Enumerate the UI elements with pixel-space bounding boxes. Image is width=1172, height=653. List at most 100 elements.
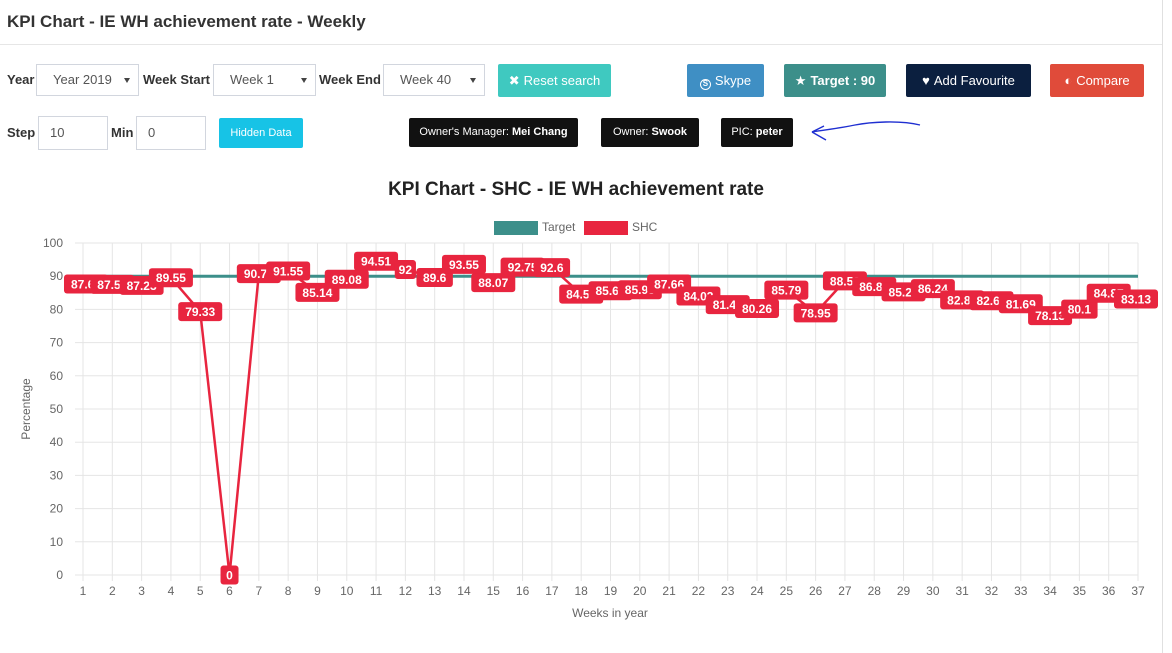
y-tick-label: 20 <box>50 502 64 516</box>
star-icon: ★ <box>794 73 807 88</box>
data-label-box <box>735 299 780 319</box>
x-tick-label: 31 <box>955 584 969 598</box>
x-tick-label: 16 <box>516 584 530 598</box>
target-button[interactable]: ★ Target : 90 <box>784 64 886 97</box>
data-label: 78.13 <box>1035 309 1065 323</box>
x-tick-label: 3 <box>138 584 145 598</box>
data-label-box <box>354 251 399 271</box>
skype-button[interactable]: S Skype <box>687 64 764 97</box>
x-tick-label: 13 <box>428 584 442 598</box>
y-tick-label: 40 <box>50 435 64 449</box>
pic-tag: PIC: peter <box>721 118 793 147</box>
page-header: KPI Chart - IE WH achievement rate - Wee… <box>0 0 1162 45</box>
y-tick-label: 80 <box>50 302 64 316</box>
data-label-box <box>324 269 369 289</box>
x-tick-label: 34 <box>1043 584 1057 598</box>
x-tick-label: 33 <box>1014 584 1028 598</box>
x-tick-label: 1 <box>80 584 87 598</box>
x-tick-label: 5 <box>197 584 204 598</box>
owner-manager-tag: Owner's Manager: Mei Chang <box>409 118 578 147</box>
chart-title: KPI Chart - SHC - IE WH achievement rate <box>388 179 764 200</box>
data-label-box <box>394 260 416 280</box>
times-icon: ✖ <box>508 73 520 88</box>
x-tick-label: 12 <box>399 584 413 598</box>
chevron-down-icon <box>470 78 476 83</box>
week-start-value: Week 1 <box>230 72 274 87</box>
data-label: 85.14 <box>302 286 332 300</box>
hidden-data-button[interactable]: Hidden Data <box>219 118 303 148</box>
year-label: Year <box>7 72 35 87</box>
y-tick-label: 0 <box>56 568 63 582</box>
data-label: 89.6 <box>423 271 447 285</box>
reset-search-button[interactable]: ✖ Reset search <box>498 64 611 97</box>
x-tick-label: 2 <box>109 584 116 598</box>
legend-label-shc: SHC <box>632 220 658 234</box>
x-tick-label: 14 <box>457 584 471 598</box>
data-label: 80.26 <box>742 302 772 316</box>
data-label-box <box>441 254 486 274</box>
x-tick-label: 7 <box>255 584 262 598</box>
kpi-chart: KPI Chart - SHC - IE WH achievement rate… <box>19 179 1158 620</box>
data-label-box <box>220 565 239 585</box>
week-start-select[interactable]: Week 1 <box>213 64 316 96</box>
x-tick-label: 17 <box>545 584 559 598</box>
half-circle-icon: ◐ <box>1064 73 1073 88</box>
x-tick-label: 23 <box>721 584 735 598</box>
chevron-down-icon <box>124 78 130 83</box>
x-tick-label: 6 <box>226 584 233 598</box>
skype-icon: S <box>699 79 711 90</box>
x-tick-label: 32 <box>985 584 999 598</box>
data-label: 80.1 <box>1068 303 1092 317</box>
x-tick-label: 22 <box>692 584 706 598</box>
x-tick-label: 4 <box>168 584 175 598</box>
data-label-box <box>1028 306 1073 326</box>
data-label: 78.95 <box>801 306 831 320</box>
data-label: 94.51 <box>361 255 391 269</box>
y-tick-label: 90 <box>50 269 64 283</box>
min-input[interactable]: 0 <box>136 116 206 150</box>
page-title: KPI Chart - IE WH achievement rate - Wee… <box>7 12 366 31</box>
week-end-value: Week 40 <box>400 72 452 87</box>
data-label: 85.79 <box>771 284 801 298</box>
data-label-box <box>471 273 516 293</box>
year-select-value: Year 2019 <box>53 72 112 87</box>
annotation-arrow-icon <box>811 121 921 141</box>
y-tick-label: 100 <box>43 236 63 250</box>
x-tick-label: 24 <box>750 584 764 598</box>
data-label: 89.08 <box>332 273 362 287</box>
data-label: 89.55 <box>156 271 186 285</box>
add-favourite-button[interactable]: ♥ Add Favourite <box>906 64 1031 97</box>
week-start-label: Week Start <box>143 72 210 87</box>
data-label: 92 <box>399 263 413 277</box>
legend-label-target: Target <box>542 220 576 234</box>
data-label-box <box>533 258 571 278</box>
data-label: 92.6 <box>540 261 564 275</box>
y-axis-label: Percentage <box>19 378 33 440</box>
data-label: 83.13 <box>1121 293 1151 307</box>
data-label-box <box>500 257 545 277</box>
data-label: 92.75 <box>508 261 538 275</box>
x-tick-label: 28 <box>868 584 882 598</box>
x-tick-label: 18 <box>575 584 589 598</box>
scrollbar-edge <box>1162 0 1163 653</box>
x-tick-label: 26 <box>809 584 823 598</box>
x-tick-label: 21 <box>662 584 676 598</box>
legend-swatch-target <box>494 221 538 235</box>
step-input[interactable]: 10 <box>38 116 108 150</box>
week-end-select[interactable]: Week 40 <box>383 64 485 96</box>
x-tick-label: 15 <box>487 584 501 598</box>
x-tick-label: 30 <box>926 584 940 598</box>
data-label-box <box>793 303 838 323</box>
data-label: 91.55 <box>273 265 303 279</box>
week-end-label: Week End <box>319 72 381 87</box>
data-label: 79.33 <box>185 305 215 319</box>
data-label-box <box>178 302 223 322</box>
year-select[interactable]: Year 2019 <box>36 64 139 96</box>
x-tick-label: 19 <box>604 584 618 598</box>
heart-icon: ♥ <box>922 73 930 88</box>
data-label: 0 <box>226 569 233 583</box>
chevron-down-icon <box>301 78 307 83</box>
compare-button[interactable]: ◐ Compare <box>1050 64 1144 97</box>
x-tick-label: 10 <box>340 584 354 598</box>
data-label: 88.07 <box>478 276 508 290</box>
